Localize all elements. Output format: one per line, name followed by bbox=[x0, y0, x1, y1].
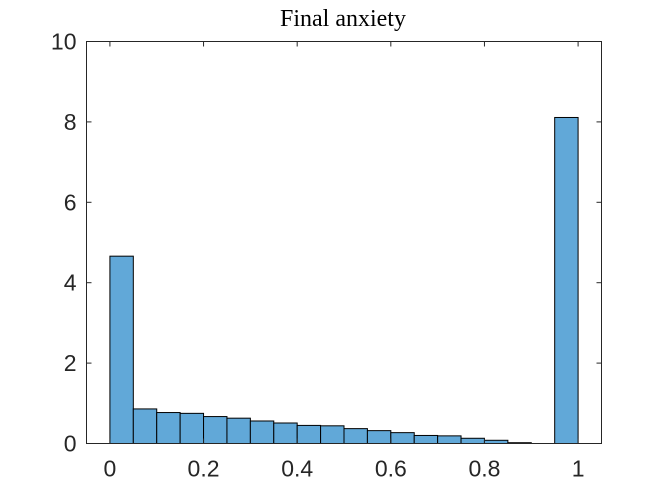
histogram-bar bbox=[554, 116, 579, 444]
histogram-bar bbox=[460, 437, 485, 444]
y-tick-label: 4 bbox=[64, 270, 77, 296]
histogram-bar bbox=[179, 412, 205, 445]
x-tick-label: 1 bbox=[572, 456, 585, 482]
y-tick-label: 2 bbox=[64, 350, 77, 376]
histogram-bar bbox=[296, 424, 322, 445]
ticks-group bbox=[86, 41, 602, 444]
y-tick-label: 10 bbox=[51, 29, 77, 55]
histogram-bar bbox=[249, 420, 275, 445]
x-tick-label: 0.6 bbox=[375, 456, 407, 482]
plot-area-frame bbox=[86, 41, 602, 444]
histogram-bar bbox=[226, 417, 251, 445]
x-tick-label: 0.2 bbox=[188, 456, 220, 482]
histogram-bar bbox=[390, 432, 415, 444]
y-tick-label: 8 bbox=[64, 109, 77, 135]
histogram-bar bbox=[273, 422, 298, 444]
histogram-bar bbox=[437, 435, 462, 444]
x-tick-labels: 0 0.2 0.4 0.6 0.8 1 bbox=[104, 456, 585, 482]
histogram-bar bbox=[320, 425, 345, 445]
histogram-bar bbox=[132, 408, 158, 445]
y-tick-label: 0 bbox=[64, 431, 77, 457]
histogram-bar bbox=[109, 255, 134, 444]
histogram-bar bbox=[366, 430, 392, 444]
y-tick-labels: 0 2 4 6 8 10 bbox=[51, 29, 77, 457]
x-tick-label: 0.4 bbox=[281, 456, 313, 482]
histogram-bar bbox=[343, 428, 368, 445]
x-tick-label: 0 bbox=[104, 456, 117, 482]
histogram-bar bbox=[156, 412, 181, 444]
x-tick-label: 0.8 bbox=[468, 456, 500, 482]
histogram-bar bbox=[203, 416, 228, 445]
bars-group bbox=[109, 116, 579, 445]
y-tick-label: 6 bbox=[64, 189, 77, 215]
chart-title: Final anxiety bbox=[280, 6, 406, 32]
histogram-bar bbox=[413, 434, 439, 444]
